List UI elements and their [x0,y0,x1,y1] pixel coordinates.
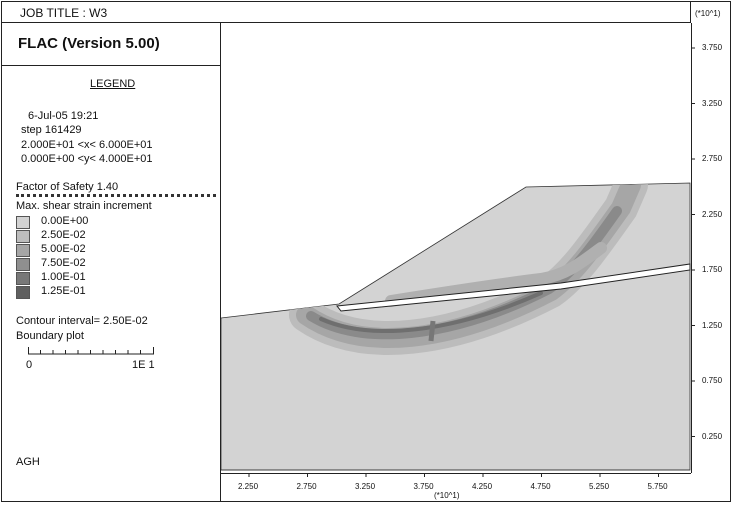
x-tick-label: 3.750 [413,482,434,491]
x-axis-multiplier: (*10^1) [434,491,460,500]
shear-strain-contours [289,183,648,355]
x-tick-label: 3.250 [355,482,376,491]
step-count: step 161429 [21,124,82,136]
y-axis-multiplier: (*10^1) [695,9,721,18]
y-tick-label: 3.250 [702,98,723,108]
x-range: 2.000E+01 <x< 6.000E+01 [21,139,153,151]
factor-of-safety-line [16,194,216,197]
legend-title: LEGEND [90,78,136,90]
contour-swatch [16,272,30,285]
contour-level-label: 5.00E-02 [41,243,86,255]
x-tick-label: 2.250 [238,482,259,491]
contour-level-label: 7.50E-02 [41,257,86,269]
contour-level-label: 1.25E-01 [41,285,86,297]
y-tick-label: 2.750 [702,154,723,163]
contour-swatch [16,216,30,229]
title-bar: JOB TITLE : W3 [2,2,691,23]
reinforcement-layer [336,263,691,312]
y-tick-label: 0.750 [702,376,723,385]
y-tick-label: 1.750 [702,265,723,274]
model-plot [221,182,691,471]
run-date: 6-Jul-05 19:21 [28,110,99,122]
y-tick-label: 2.250 [702,209,723,219]
x-tick-label: 4.250 [472,482,493,491]
scale-bar [28,347,154,355]
x-tick-label: 5.750 [647,482,668,491]
contour-swatch [16,258,30,271]
x-tick-label: 2.750 [296,482,317,491]
program-version: FLAC (Version 5.00) [18,35,160,52]
x-axis [221,473,691,477]
contour-level-label: 1.00E-01 [41,271,86,283]
contour-swatch [16,244,30,257]
boundary-plot-label: Boundary plot [16,330,84,342]
legend-panel: FLAC (Version 5.00) LEGEND 6-Jul-05 19:2… [2,23,221,501]
contour-swatch [16,230,30,243]
contour-interval: Contour interval= 2.50E-02 [16,315,148,327]
contour-title: Max. shear strain increment [16,200,152,212]
y-tick-label: 0.250 [702,431,723,441]
y-range: 0.000E+00 <y< 4.000E+01 [21,153,153,165]
y-axis [691,23,695,473]
scale-max: 1E 1 [132,359,155,371]
program-box: FLAC (Version 5.00) [2,23,221,66]
x-tick-label: 4.750 [530,482,551,491]
factor-of-safety: Factor of Safety 1.40 [16,181,119,193]
author-label: AGH [16,456,40,468]
scale-zero: 0 [26,359,33,371]
contour-swatch [16,286,30,299]
job-title: JOB TITLE : W3 [20,6,108,20]
contour-level-label: 0.00E+00 [41,215,89,227]
y-tick-label: 3.750 [702,43,723,52]
x-tick-label: 5.250 [589,482,610,491]
contour-level-label: 2.50E-02 [41,229,86,241]
y-tick-label: 1.250 [702,320,723,330]
